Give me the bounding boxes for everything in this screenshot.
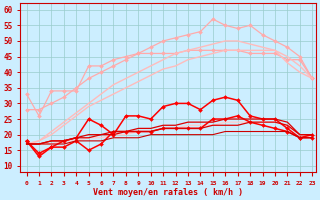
X-axis label: Vent moyen/en rafales ( km/h ): Vent moyen/en rafales ( km/h ) bbox=[93, 188, 243, 197]
